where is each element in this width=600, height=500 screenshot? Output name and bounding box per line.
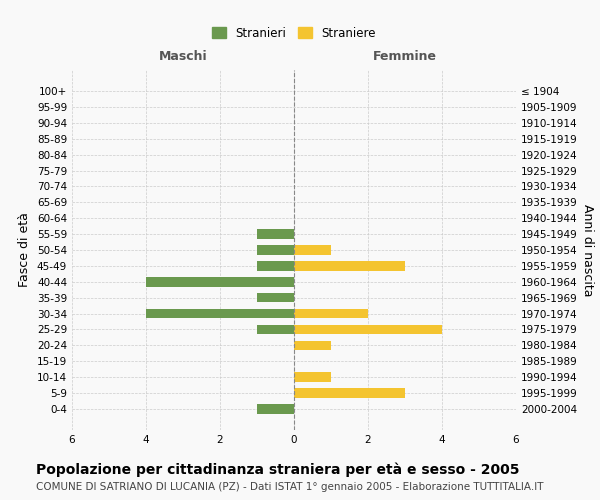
Bar [257, 324, 294, 334]
Bar [257, 261, 294, 270]
Text: Femmine: Femmine [373, 50, 437, 63]
Bar [257, 230, 294, 239]
Bar [294, 245, 331, 255]
Text: COMUNE DI SATRIANO DI LUCANIA (PZ) - Dati ISTAT 1° gennaio 2005 - Elaborazione T: COMUNE DI SATRIANO DI LUCANIA (PZ) - Dat… [36, 482, 544, 492]
Bar [294, 388, 405, 398]
Bar [294, 340, 331, 350]
Text: Maschi: Maschi [158, 50, 208, 63]
Y-axis label: Anni di nascita: Anni di nascita [581, 204, 594, 296]
Bar [257, 404, 294, 413]
Text: Popolazione per cittadinanza straniera per età e sesso - 2005: Popolazione per cittadinanza straniera p… [36, 462, 520, 477]
Bar [257, 245, 294, 255]
Legend: Stranieri, Straniere: Stranieri, Straniere [207, 22, 381, 44]
Bar [146, 277, 294, 286]
Bar [294, 324, 442, 334]
Bar [146, 309, 294, 318]
Bar [294, 309, 368, 318]
Y-axis label: Fasce di età: Fasce di età [19, 212, 31, 288]
Bar [257, 293, 294, 302]
Bar [294, 372, 331, 382]
Bar [294, 261, 405, 270]
